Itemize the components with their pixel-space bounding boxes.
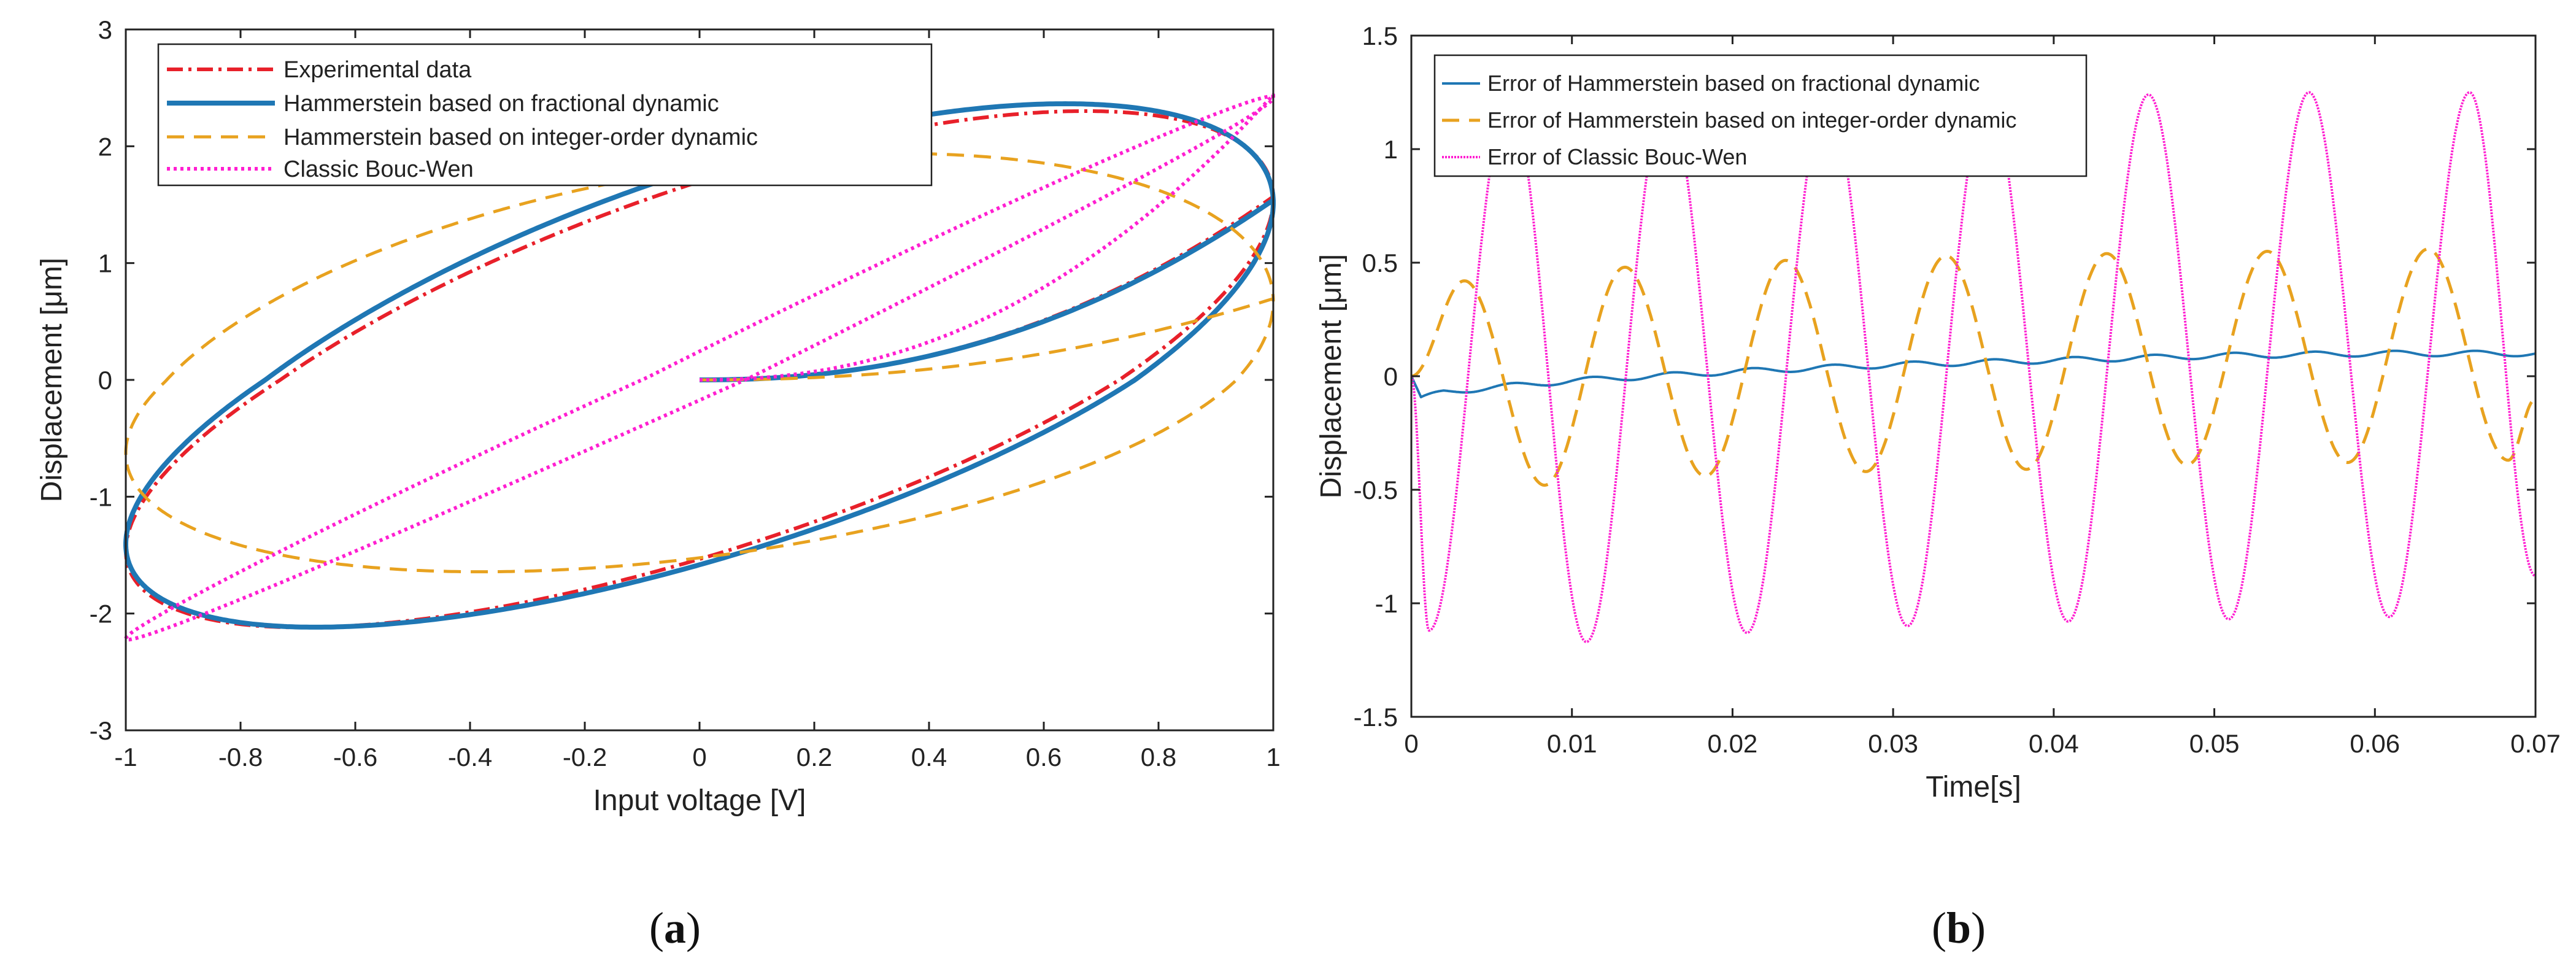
panel-b: 0 0.01 0.02 0.03 0.04 0.05 0.06 0.07 1.5 1 0.5 0 -0.… [1315,21,2561,952]
panel-a-caption: (a) [649,903,701,952]
legend-label-experimental: Experimental data [283,57,472,83]
legend-label-fractional: Hammerstein based on fractional dynamic [283,91,719,117]
panel-b-y-axis-label: Displacement [μm] [1315,254,1348,498]
panel-a-x-tick-label: 0 [692,743,706,771]
legend-label-bouc-wen: Classic Bouc-Wen [283,156,474,182]
legend-label-fractional-error: Error of Hammerstein based on fractional… [1487,71,1980,96]
panel-a-y-tick-label: -2 [90,600,112,628]
panel-b-x-axis-label: Time[s] [1926,771,2021,803]
panel-b-y-tick-label: 1 [1384,135,1398,164]
panel-a-x-tick-label: 0.6 [1026,743,1062,771]
panel-a-y-tick-label: 3 [98,15,112,44]
panel-b-caption: (b) [1932,903,1986,952]
panel-b-legend: Error of Hammerstein based on fractional… [1433,54,2088,177]
panel-a-y-tick-label: 2 [98,132,112,161]
panel-b-x-tick-label: 0.03 [1868,729,1918,758]
panel-b-x-tick-label: 0.06 [2350,729,2400,758]
panel-a-series-2 [124,152,1275,574]
panel-a-ticks: -1 -0.8 -0.6 -0.4 -0.2 0 0.2 0.4 0.6 0.8 1 3 2 1 0 -1 -2… [90,15,1281,771]
panel-b-ticks: 0 0.01 0.02 0.03 0.04 0.05 0.06 0.07 1.5 1 0.5 0 -0.… [1354,21,2561,758]
panel-a-x-axis-label: Input voltage [V] [593,784,806,817]
panel-a-x-tick-label: -0.2 [563,743,607,771]
panel-a-x-tick-label: -0.8 [218,743,263,771]
panel-a-series-1 [123,101,1276,630]
panel-a-x-tick-label: 0.8 [1141,743,1176,771]
panel-b-x-tick-label: 0 [1404,729,1418,758]
legend-label-integer-order-error: Error of Hammerstein based on integer-or… [1487,107,2016,133]
panel-b-y-tick-label: -0.5 [1354,476,1398,504]
panel-a-y-axis-label: Displacement [μm] [36,258,68,502]
panel-a-series-0 [124,109,1275,630]
panel-b-curves [1411,91,2536,643]
panel-b-y-tick-label: 1.5 [1362,21,1398,50]
panel-b-series-1 [1411,247,2536,487]
panel-a-x-tick-label: -0.6 [333,743,377,771]
panel-a-x-tick-label: 0.4 [911,743,947,771]
panel-a-x-tick-label: 1 [1266,743,1280,771]
panel-a-y-tick-label: -3 [90,716,112,745]
panel-a-x-tick-label: -0.4 [448,743,492,771]
panel-b-x-tick-label: 0.05 [2189,729,2240,758]
legend-label-integer-order: Hammerstein based on integer-order dynam… [283,125,758,150]
legend-label-bouc-wen-error: Error of Classic Bouc-Wen [1487,144,1747,169]
panel-b-x-tick-label: 0.07 [2510,729,2561,758]
panel-a-curves [123,93,1276,642]
panel-a-x-tick-label: -1 [114,743,137,771]
panel-b-y-tick-label: -1.5 [1354,703,1398,732]
panel-a-legend-box [157,43,933,187]
panel-b-y-tick-label: -1 [1375,589,1398,618]
panel-b-y-tick-label: 0 [1384,362,1398,391]
panel-b-x-tick-label: 0.01 [1547,729,1597,758]
panel-b-legend-box [1433,54,2088,177]
panel-a-legend: Experimental data Hammerstein based on f… [157,43,933,187]
panel-a: -1 -0.8 -0.6 -0.4 -0.2 0 0.2 0.4 0.6 0.8 1 3 2 1 0 -1 -2… [36,15,1281,952]
panel-a-series-3 [124,93,1275,642]
panel-a-y-tick-label: 1 [98,249,112,278]
panel-b-x-tick-label: 0.04 [2029,729,2079,758]
panel-b-y-tick-label: 0.5 [1362,249,1398,277]
panel-a-y-tick-label: 0 [98,366,112,395]
panel-a-y-tick-label: -1 [90,482,112,511]
panel-a-x-tick-label: 0.2 [796,743,832,771]
panel-b-series-0 [1411,349,2536,398]
panel-b-x-tick-label: 0.02 [1708,729,1758,758]
